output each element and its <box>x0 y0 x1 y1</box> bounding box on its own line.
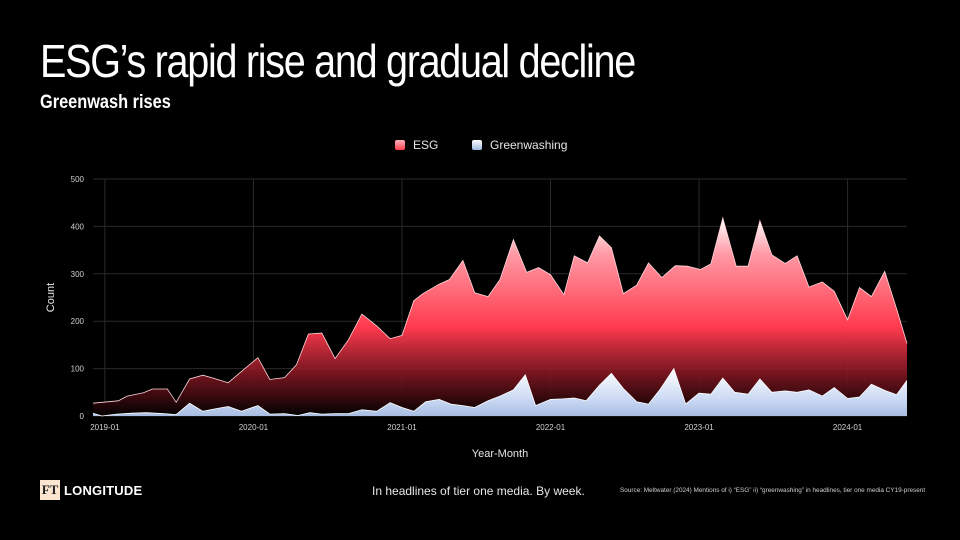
x-tick-label: 2022-01 <box>536 423 566 432</box>
legend-label-greenwashing: Greenwashing <box>490 138 568 152</box>
chart-legend: ESG Greenwashing <box>0 138 960 154</box>
logo-text: LONGITUDE <box>64 482 143 498</box>
legend-swatch-greenwashing <box>472 140 482 150</box>
y-axis-label: Count <box>45 283 57 312</box>
y-tick-label: 300 <box>71 270 85 279</box>
y-tick-label: 500 <box>71 175 85 184</box>
legend-item-greenwashing[interactable]: Greenwashing <box>472 138 567 152</box>
x-tick-label: 2020-01 <box>239 423 269 432</box>
greenwashing-area[interactable] <box>93 368 907 416</box>
esg-area-line <box>92 216 908 404</box>
x-tick-label: 2024-01 <box>833 423 863 432</box>
chart-footnote: In headlines of tier one media. By week. <box>372 484 585 498</box>
x-tick-label: 2021-01 <box>387 423 417 432</box>
ft-logo-mark: FT <box>40 480 60 500</box>
esg-area[interactable] <box>93 217 907 416</box>
x-axis-label: Year-Month <box>472 448 528 460</box>
legend-item-esg[interactable]: ESG <box>395 138 438 152</box>
y-tick-label: 200 <box>71 317 85 326</box>
page-title: ESG’s rapid rise and gradual decline <box>40 35 636 87</box>
legend-label-esg: ESG <box>413 138 439 152</box>
ft-longitude-logo: FT LONGITUDE <box>40 480 142 500</box>
page-subtitle: Greenwash rises <box>40 92 171 113</box>
x-tick-label: 2023-01 <box>684 423 714 432</box>
greenwashing-area-line <box>92 367 908 417</box>
y-tick-label: 0 <box>80 412 85 421</box>
source-note: Source: Meltwater (2024) Mentions of i) … <box>620 487 926 494</box>
x-tick-label: 2019-01 <box>90 423 120 432</box>
y-tick-label: 400 <box>71 222 85 231</box>
y-tick-label: 100 <box>71 365 85 374</box>
legend-swatch-esg <box>395 140 405 150</box>
